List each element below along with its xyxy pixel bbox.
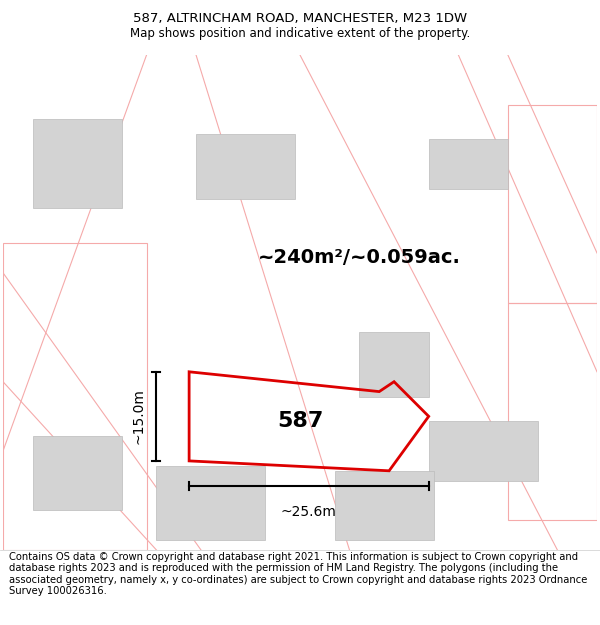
Polygon shape <box>429 421 538 481</box>
Polygon shape <box>196 134 295 199</box>
Text: 587, ALTRINCHAM ROAD, MANCHESTER, M23 1DW: 587, ALTRINCHAM ROAD, MANCHESTER, M23 1D… <box>133 12 467 25</box>
Text: Map shows position and indicative extent of the property.: Map shows position and indicative extent… <box>130 27 470 39</box>
Text: ~25.6m: ~25.6m <box>281 506 337 519</box>
Polygon shape <box>157 466 265 540</box>
Text: 587: 587 <box>277 411 323 431</box>
Polygon shape <box>33 119 122 209</box>
Text: Contains OS data © Crown copyright and database right 2021. This information is : Contains OS data © Crown copyright and d… <box>9 551 587 596</box>
Polygon shape <box>429 139 508 189</box>
Text: ~15.0m: ~15.0m <box>131 388 146 444</box>
Text: ~240m²/~0.059ac.: ~240m²/~0.059ac. <box>258 249 461 268</box>
Polygon shape <box>359 332 429 396</box>
Polygon shape <box>33 436 122 511</box>
Polygon shape <box>335 471 434 540</box>
